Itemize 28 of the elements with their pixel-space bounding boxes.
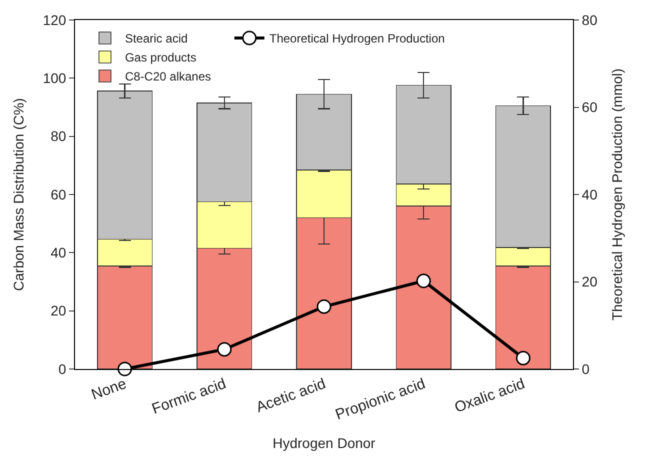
x-tick-label: Formic acid xyxy=(150,375,228,418)
y-tick-label: 20 xyxy=(50,302,66,319)
y-tick-label: 60 xyxy=(50,186,66,202)
legend-label: Gas products xyxy=(124,50,196,65)
y2-tick-label: 0 xyxy=(582,360,590,377)
y2-tick-label: 20 xyxy=(582,274,598,290)
y2-axis-title: Theoretical Hydrogen Production (mmol) xyxy=(608,68,625,321)
y-tick-label: 40 xyxy=(50,244,66,261)
y-axis-title: Carbon Mass Distribution (C%) xyxy=(10,98,26,291)
x-tick-label: Acetic acid xyxy=(254,375,328,416)
point xyxy=(516,350,530,366)
y-tick-label: 0 xyxy=(58,360,66,377)
x-axis-title: Hydrogen Donor xyxy=(272,434,376,451)
y-tick-label: 120 xyxy=(42,12,66,28)
x-tick-label: None xyxy=(89,375,129,404)
y2-tick-label: 80 xyxy=(582,12,598,28)
y-tick-label: 100 xyxy=(42,70,66,86)
legend-label: C8-C20 alkanes xyxy=(124,70,212,84)
point xyxy=(316,299,332,314)
legend-label: Theoretical Hydrogen Production xyxy=(269,32,445,46)
x-tick-label: Oxalic acid xyxy=(452,375,528,416)
y2-tick-label: 60 xyxy=(582,99,598,116)
y2-tick-label: 40 xyxy=(582,186,598,202)
legend-label: Stearic acid xyxy=(124,32,188,46)
point xyxy=(416,274,431,288)
point xyxy=(118,362,132,376)
point xyxy=(217,342,232,357)
y-tick-label: 80 xyxy=(50,128,66,144)
